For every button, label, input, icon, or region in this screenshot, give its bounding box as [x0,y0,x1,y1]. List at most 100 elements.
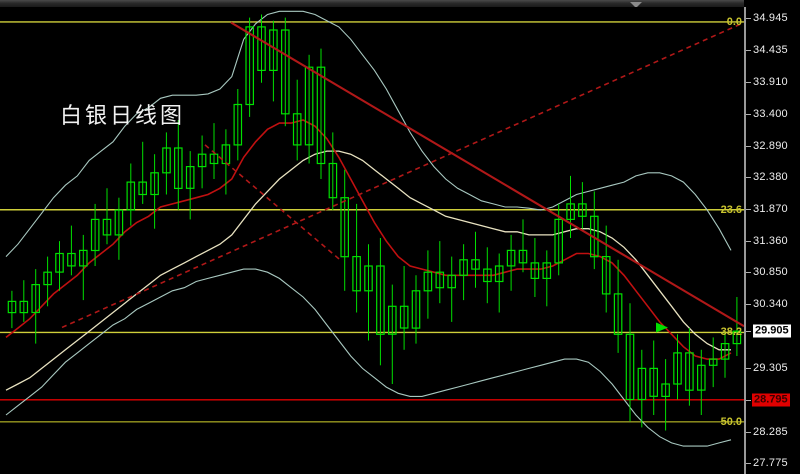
buy-arrow-icon [656,322,668,333]
price-tick [746,368,751,370]
candle-body [150,172,159,196]
price-tick [746,113,751,115]
candle-body [90,218,100,252]
candle-body [304,66,314,146]
price-tick [746,177,751,179]
bollinger-lower-band [5,268,732,447]
candle-body [518,249,528,264]
candle-body [352,256,361,292]
price-tick-label: 30.850 [753,266,788,279]
price-tick [746,431,751,433]
candle-body [376,265,385,335]
candle-body [174,147,183,190]
candle-body [292,113,302,146]
candle-body [506,249,516,267]
candle-body [471,259,480,270]
chevron-down-icon[interactable] [630,2,642,8]
overlay-downtrend_dashed_short[interactable] [204,144,341,261]
chart-plot-area[interactable] [0,7,744,474]
price-tick [746,82,751,84]
price-tick [746,463,751,465]
candle-body [625,333,635,401]
chart-title: 白银日线图 [60,104,186,129]
price-tick [746,145,751,147]
candle-body [281,29,290,115]
candle-body [43,271,52,286]
candle-body [732,330,742,345]
price-tick-label: 29.305 [753,362,788,375]
price-tick-label: 34.945 [753,11,788,24]
candle-body [138,181,148,196]
candle-body [316,66,326,165]
overlay-downtrend_solid[interactable] [230,21,744,328]
ma-slow-line [5,150,731,391]
price-tick [746,303,751,305]
candle-body [126,181,136,211]
candle-body [696,364,706,391]
candle-body [530,262,540,279]
candle-body [685,352,694,391]
candle-body [459,259,468,276]
candle-body [233,103,243,146]
overlay-uptrend_dashed[interactable] [61,21,744,329]
price-tick-label: 32.380 [753,171,788,184]
candle-body [245,26,255,106]
price-tick-label: 33.910 [753,76,788,89]
candle-body [673,352,682,385]
price-tick [746,330,751,332]
candle-body [601,256,611,295]
price-tick [746,49,751,51]
price-tick-label: 31.870 [753,202,788,215]
candle-body [411,290,421,329]
candle-body [494,265,504,283]
candle-body [7,300,17,314]
candle-body [613,293,623,335]
price-axis-line [744,7,746,474]
candle-body [364,265,373,292]
candle-body [637,367,647,401]
candle-body [399,305,409,329]
candle-body [102,218,112,236]
candlestick-series [7,14,742,431]
candle-body [542,262,552,279]
price-tick [746,208,751,210]
candle-body [720,343,730,360]
candle-body [447,274,457,289]
candle-body [162,147,171,174]
candle-body [78,249,88,267]
fib-level-label: 50.0 [720,415,742,428]
price-tick-label: 33.400 [753,107,788,120]
price-tick [746,272,751,274]
candle-body [31,284,41,314]
candle-body [67,252,76,267]
price-tick [746,399,751,401]
current-price-tag[interactable]: 29.905 [752,323,792,339]
candle-body [578,203,587,217]
alert-price-tag[interactable]: 28.795 [752,393,790,407]
price-tick-label: 28.285 [753,425,788,438]
candle-body [340,197,350,258]
candle-body [197,153,207,168]
candle-body [566,203,575,220]
chart-canvas [0,10,744,447]
candle-body [209,153,219,165]
price-tick-label: 34.435 [753,43,788,56]
price-tick-label: 30.340 [753,297,788,310]
candle-body [19,300,29,314]
candle-body [328,162,338,199]
candle-body [661,383,670,397]
candle-body [554,218,564,264]
candle-body [55,252,64,273]
bollinger-upper-band [5,10,732,257]
price-tick-label: 31.360 [753,234,788,247]
candle-body [114,209,124,236]
price-tick [746,17,751,19]
candle-body [649,367,659,397]
fib-level-label: 23.6 [720,203,742,216]
price-tick-label: 32.890 [753,139,788,152]
candle-body [185,166,195,189]
fib-level-label: 0.0 [726,15,742,28]
fib-level-label: 38.2 [720,326,742,339]
candle-body [257,26,266,71]
